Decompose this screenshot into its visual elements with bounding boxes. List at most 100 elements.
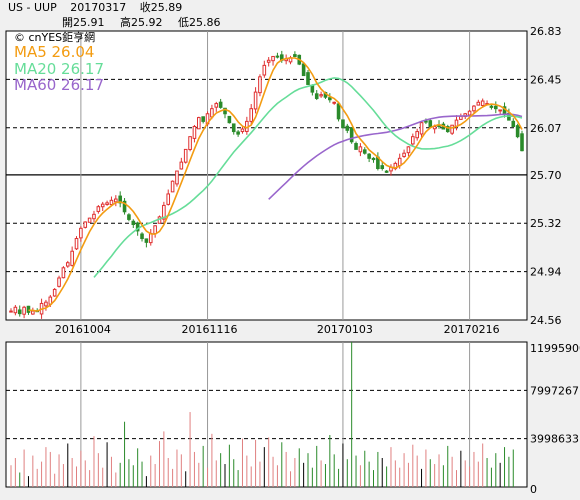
candle-body xyxy=(384,170,389,173)
candle-body xyxy=(214,103,219,108)
candle-body xyxy=(380,165,385,169)
symbol-label: US - UUP xyxy=(8,1,57,14)
candle-body xyxy=(332,101,336,104)
volume-tick-label: 7997267 xyxy=(530,384,579,397)
candle-body xyxy=(266,59,271,63)
high-label: 高25.92 xyxy=(120,16,163,29)
candle-body xyxy=(122,200,127,213)
candle-body xyxy=(472,105,476,112)
candle-body xyxy=(480,100,485,106)
price-tick-label: 26.83 xyxy=(530,25,562,38)
candle-body xyxy=(467,110,472,116)
candle-body xyxy=(341,119,345,129)
candle-body xyxy=(170,180,175,193)
candle-body xyxy=(293,54,297,57)
candle-body xyxy=(57,277,61,287)
candle-body xyxy=(511,120,516,127)
candle-body xyxy=(262,64,267,76)
candle-body xyxy=(253,91,258,110)
price-tick-label: 25.32 xyxy=(530,217,562,230)
legend-ma5: MA5 26.04 xyxy=(14,43,94,61)
candle-body xyxy=(271,55,275,62)
candle-body xyxy=(79,227,83,239)
candle-body xyxy=(493,105,498,110)
candle-body xyxy=(358,146,363,153)
candle-body xyxy=(52,288,57,297)
candle-body xyxy=(520,133,524,152)
candle-body xyxy=(515,125,520,138)
candle-body xyxy=(92,213,96,220)
candle-body xyxy=(96,206,101,212)
candle-body xyxy=(424,120,428,123)
candle-body xyxy=(362,149,367,154)
candle-body xyxy=(223,107,227,115)
candle-body xyxy=(109,199,114,206)
date-label: 20170317 xyxy=(70,1,127,14)
candle-body xyxy=(44,301,48,307)
candle-body xyxy=(105,202,109,205)
candle-body xyxy=(411,136,415,145)
quote-header: US - UUP 20170317 收25.89 xyxy=(8,2,192,14)
candle-body xyxy=(153,225,157,235)
candle-body xyxy=(183,148,188,163)
legend-ma20: MA20 26.17 xyxy=(14,60,104,78)
date-tick-label: 20170216 xyxy=(444,323,500,336)
price-panel: 26.83 26.45 26.07 25.70 25.32 24.94 24.56 20161… xyxy=(5,25,562,336)
candle-body xyxy=(367,153,371,159)
candle-body xyxy=(148,232,153,244)
candle-body xyxy=(489,105,494,108)
candle-body xyxy=(476,101,481,106)
candle-body xyxy=(201,116,205,122)
candle-body xyxy=(135,222,140,232)
candle-body xyxy=(31,310,35,315)
candle-body xyxy=(9,310,13,313)
candle-body xyxy=(100,203,105,208)
candle-body xyxy=(87,217,92,223)
candle-body xyxy=(231,123,236,133)
candle-body xyxy=(13,306,18,314)
candle-body xyxy=(197,117,201,130)
price-tick-label: 24.56 xyxy=(530,314,562,327)
candle-body xyxy=(179,161,184,170)
candle-body xyxy=(144,238,149,243)
volume-panel: 11995900 7997267 3998633 0 xyxy=(5,341,580,496)
candle-body xyxy=(83,221,88,228)
ma5-line xyxy=(28,57,523,312)
candle-body xyxy=(345,125,350,131)
ma60-line xyxy=(268,113,523,200)
volume-tick-label: 0 xyxy=(530,483,537,496)
candle-body xyxy=(70,250,74,266)
candle-body xyxy=(74,238,79,250)
volume-tick-label: 11995900 xyxy=(530,342,580,355)
date-tick-label: 20161004 xyxy=(55,323,111,336)
candle-body xyxy=(166,193,171,205)
candle-body xyxy=(26,305,31,313)
candle-body xyxy=(65,262,70,267)
candle-body xyxy=(314,93,319,99)
candle-body xyxy=(118,195,122,204)
candle-body xyxy=(162,204,166,220)
candle-body xyxy=(17,309,22,315)
candle-body xyxy=(249,108,254,122)
candle-body xyxy=(175,170,179,185)
candle-body xyxy=(275,55,280,58)
volume-plot-area xyxy=(5,341,528,488)
candle-body xyxy=(450,124,454,134)
candle-body xyxy=(419,122,424,135)
legend-source: © cnYES鉅亨網 xyxy=(14,30,95,44)
candle-body xyxy=(218,101,223,108)
candle-body xyxy=(140,233,144,240)
candle-body xyxy=(301,63,306,77)
candle-body xyxy=(445,126,450,133)
candle-body xyxy=(258,76,262,94)
legend-ma60: MA60 26.17 xyxy=(14,76,104,94)
candle-body xyxy=(240,128,245,133)
price-tick-label: 26.45 xyxy=(530,73,562,86)
candle-body xyxy=(192,125,197,139)
candle-body xyxy=(22,306,26,315)
volume-tick-label: 3998633 xyxy=(530,433,579,446)
candle-body xyxy=(371,157,376,161)
candle-body xyxy=(306,72,310,85)
candle-body xyxy=(354,143,358,150)
